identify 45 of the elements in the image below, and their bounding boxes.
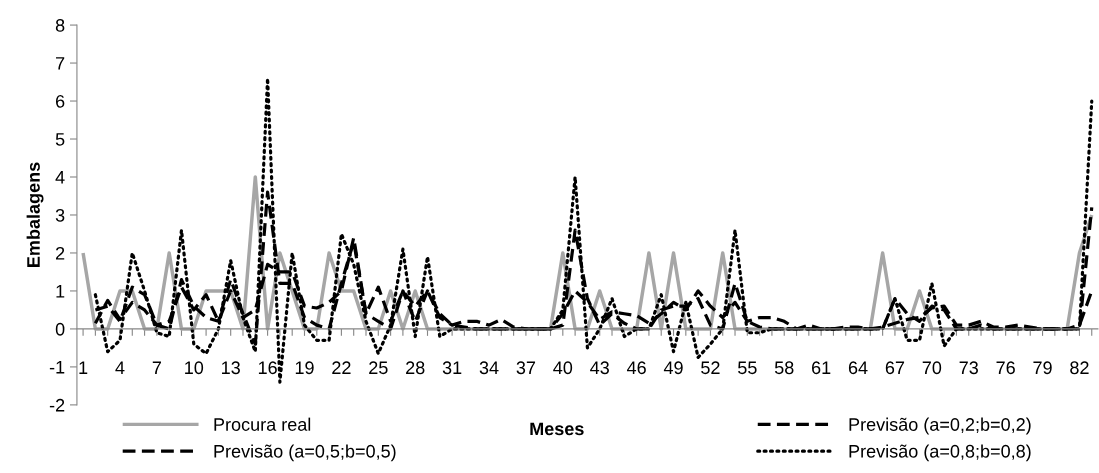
legend-label: Procura real: [214, 417, 311, 431]
x-tick-label: 1: [79, 361, 88, 374]
x-tick-label: 58: [774, 361, 794, 375]
x-tick-label: 37: [516, 361, 536, 375]
x-tick-label: 19: [295, 361, 314, 375]
y-tick-label: 8: [55, 19, 65, 32]
x-tick-label: 64: [848, 361, 868, 375]
x-tick-label: 49: [663, 361, 683, 375]
x-tick-label: 70: [922, 361, 942, 375]
y-tick-label: 4: [55, 171, 65, 184]
x-tick-label: 43: [590, 361, 609, 375]
x-tick-label: 67: [885, 361, 905, 375]
x-axis-title: Meses: [530, 422, 584, 436]
x-tick-label: 16: [258, 361, 277, 375]
y-axis-title: Embalagens: [26, 162, 44, 267]
y-tick-label: 6: [56, 94, 65, 108]
x-tick-label: 7: [152, 361, 161, 374]
x-tick-label: 10: [185, 361, 204, 375]
x-tick-label: 28: [406, 361, 425, 375]
y-tick-label: -1: [49, 361, 65, 374]
x-tick-label: 46: [626, 361, 646, 375]
x-tick-label: 34: [479, 361, 499, 375]
y-tick-label: 7: [56, 57, 65, 70]
y-tick-label: 2: [55, 246, 65, 260]
x-tick-label: 13: [222, 361, 240, 375]
legend-label: Previsão (a=0,8;b=0,8): [849, 444, 1031, 462]
x-tick-label: 73: [959, 361, 978, 375]
x-tick-label: 55: [738, 361, 757, 375]
x-tick-label: 61: [812, 361, 831, 375]
x-tick-label: 79: [1033, 361, 1052, 375]
y-tick-label: 1: [56, 285, 65, 298]
x-tick-label: 4: [115, 361, 125, 374]
x-tick-label: 76: [996, 361, 1015, 375]
y-tick-label: 5: [55, 133, 65, 146]
x-tick-label: 40: [553, 361, 573, 375]
y-tick-label: 3: [55, 208, 65, 222]
x-tick-label: 52: [701, 361, 720, 375]
legend-label: Previsão (a=0,2;b=0,2): [849, 417, 1031, 435]
x-tick-label: 22: [332, 361, 351, 374]
y-tick-label: 0: [55, 322, 65, 336]
x-tick-label: 25: [369, 361, 388, 375]
y-tick-label: -2: [49, 398, 65, 412]
legend-label: Previsão (a=0,5;b=0,5): [214, 444, 396, 462]
x-tick-label: 82: [1070, 361, 1089, 375]
x-tick-label: 31: [442, 361, 462, 375]
